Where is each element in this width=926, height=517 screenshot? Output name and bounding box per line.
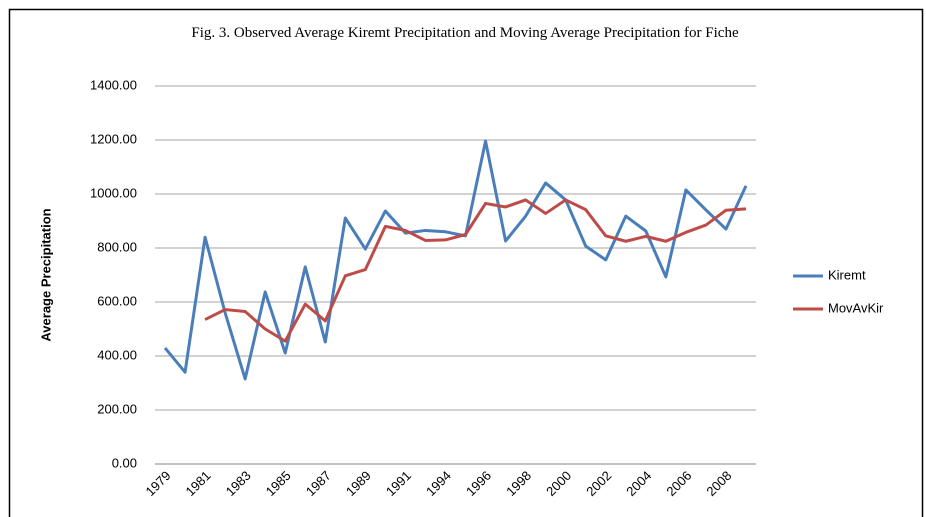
y-tick-label: 1200.00	[90, 131, 137, 146]
y-tick-label: 0.00	[112, 455, 137, 470]
y-axis-title: Average Precipitation	[38, 208, 53, 341]
legend-label: Kiremt	[828, 267, 866, 282]
chart-title: Fig. 3. Observed Average Kiremt Precipit…	[191, 25, 739, 41]
y-tick-label: 200.00	[97, 401, 137, 416]
y-tick-label: 1000.00	[90, 185, 137, 200]
series-line	[204, 198, 747, 343]
y-tick-label: 800.00	[97, 239, 137, 254]
y-tick-label: 400.00	[97, 347, 137, 362]
chart-frame	[8, 8, 924, 517]
legend-label: MovAvKir	[828, 300, 884, 315]
y-tick-label: 600.00	[97, 293, 137, 308]
y-tick-label: 1400.00	[90, 77, 137, 92]
